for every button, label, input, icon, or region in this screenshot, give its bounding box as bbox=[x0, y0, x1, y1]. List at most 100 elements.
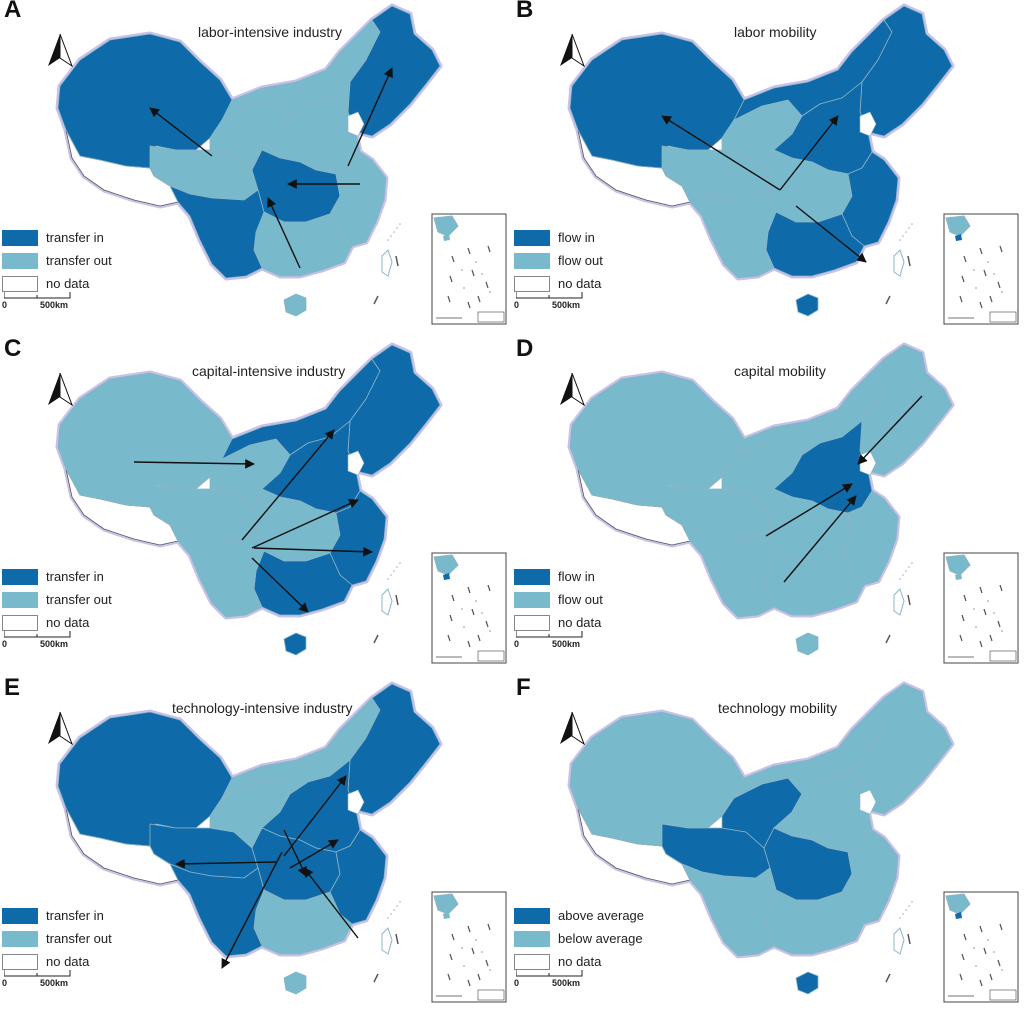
map-legend: transfer in transfer out no data bbox=[2, 226, 112, 295]
flow-arrow bbox=[779, 115, 839, 191]
map-legend: transfer in transfer out no data bbox=[2, 565, 112, 634]
legend-label: no data bbox=[46, 615, 90, 630]
inset-island-dot bbox=[1001, 630, 1003, 632]
legend-item: no data bbox=[2, 611, 112, 634]
boundary-dash bbox=[885, 295, 891, 305]
scale-bar-line bbox=[516, 631, 583, 638]
inset-boundary-dash bbox=[451, 255, 455, 263]
map-legend: above average below average no data bbox=[514, 904, 644, 973]
legend-item: transfer out bbox=[2, 249, 112, 272]
inset-island-dot bbox=[987, 600, 989, 602]
region-hainan bbox=[283, 293, 307, 317]
choropleth-map bbox=[560, 342, 1019, 664]
inset-label-box bbox=[477, 989, 505, 1001]
region-northeast bbox=[859, 683, 953, 815]
bohai-sea bbox=[859, 111, 877, 137]
inset-boundary-dash bbox=[961, 614, 965, 622]
south-china-sea-inset bbox=[943, 891, 1019, 1003]
inset-boundary-dash bbox=[979, 925, 983, 933]
inset-hainan bbox=[955, 573, 962, 580]
inset-boundary-dash bbox=[449, 275, 453, 283]
legend-item: flow in bbox=[514, 226, 603, 249]
inset-boundary-dash bbox=[997, 620, 1001, 628]
inset-boundary-dash bbox=[449, 614, 453, 622]
bohai-sea bbox=[347, 450, 365, 476]
inset-boundary-dash bbox=[467, 640, 471, 648]
region-northwest bbox=[57, 372, 233, 508]
south-china-sea-inset bbox=[943, 213, 1019, 325]
inset-island-dot bbox=[461, 947, 463, 949]
inset-boundary-dash bbox=[471, 608, 475, 616]
boundary-dash bbox=[907, 594, 911, 606]
north-arrow-icon bbox=[560, 711, 586, 746]
choropleth-map bbox=[560, 681, 1019, 1003]
island-dot bbox=[908, 227, 910, 229]
inset-island-dot bbox=[489, 630, 491, 632]
region-northwest bbox=[569, 33, 745, 169]
legend-swatch bbox=[514, 568, 550, 585]
legend-item: transfer in bbox=[2, 226, 112, 249]
inset-boundary-dash bbox=[999, 245, 1003, 253]
inset-boundary-dash bbox=[989, 295, 993, 303]
legend-swatch bbox=[2, 252, 38, 269]
panel-letter: C bbox=[4, 335, 22, 362]
inset-label-box bbox=[989, 989, 1017, 1001]
scale-bar: 0 500km bbox=[514, 629, 596, 653]
flow-arrow bbox=[765, 483, 853, 537]
island-dot bbox=[905, 570, 907, 572]
boundary-dash bbox=[373, 295, 379, 305]
inset-island-dot bbox=[1001, 969, 1003, 971]
region-northeast bbox=[347, 683, 441, 815]
scale-zero-label: 0 bbox=[514, 639, 520, 649]
inset-boundary-dash bbox=[477, 295, 481, 303]
north-arrow-icon bbox=[560, 372, 586, 407]
island-dot bbox=[393, 570, 395, 572]
region-hainan bbox=[283, 971, 307, 995]
flow-arrow bbox=[251, 557, 309, 613]
scale-zero-label: 0 bbox=[2, 639, 8, 649]
island-dot bbox=[902, 913, 904, 915]
legend-item: transfer out bbox=[2, 588, 112, 611]
south-china-sea-inset bbox=[431, 891, 507, 1003]
scale-zero-label: 0 bbox=[2, 300, 8, 310]
inset-boundary-dash bbox=[979, 640, 983, 648]
island-dot bbox=[899, 917, 901, 919]
island-dot bbox=[393, 909, 395, 911]
legend-label: no data bbox=[558, 276, 602, 291]
panel-letter: F bbox=[516, 674, 531, 701]
panel-letter: D bbox=[516, 335, 534, 362]
flow-arrow bbox=[241, 429, 335, 541]
inset-island-dot bbox=[987, 939, 989, 941]
inset-island-dot bbox=[461, 269, 463, 271]
boundary-dash bbox=[885, 634, 891, 644]
legend-swatch bbox=[514, 591, 550, 608]
inset-boundary-dash bbox=[959, 973, 963, 981]
legend-item: transfer out bbox=[2, 927, 112, 950]
island-dot bbox=[911, 562, 913, 564]
legend-item: no data bbox=[514, 950, 644, 973]
region-hainan bbox=[795, 632, 819, 656]
inset-boundary-dash bbox=[485, 620, 489, 628]
legend-label: no data bbox=[558, 615, 602, 630]
inset-boundary-dash bbox=[487, 245, 491, 253]
island-dot bbox=[390, 574, 392, 576]
scale-bar: 0 500km bbox=[2, 629, 84, 653]
region-northeast bbox=[859, 344, 953, 476]
flow-arrow bbox=[133, 458, 255, 469]
inset-boundary-dash bbox=[989, 634, 993, 642]
legend-item: below average bbox=[514, 927, 644, 950]
inset-island-dot bbox=[975, 287, 977, 289]
inset-coast bbox=[945, 893, 971, 915]
island-dot bbox=[393, 231, 395, 233]
legend-swatch bbox=[2, 591, 38, 608]
island-dot bbox=[399, 223, 401, 225]
island-dot bbox=[399, 901, 401, 903]
inset-island-dot bbox=[973, 608, 975, 610]
scale-bar-line bbox=[4, 292, 71, 299]
inset-boundary-dash bbox=[997, 959, 1001, 967]
legend-item: above average bbox=[514, 904, 644, 927]
legend-label: transfer in bbox=[46, 230, 104, 245]
taiwan bbox=[893, 927, 905, 955]
inset-island-dot bbox=[993, 951, 995, 953]
